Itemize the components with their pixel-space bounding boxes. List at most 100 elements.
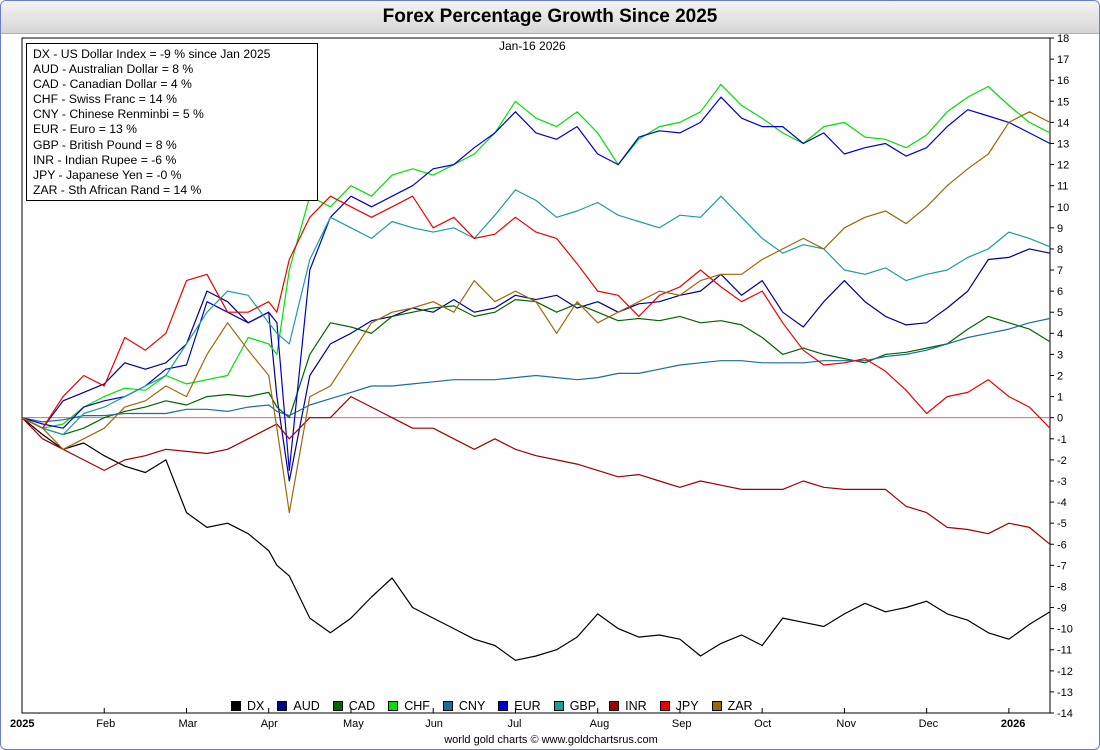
x-tick-label: Dec	[919, 718, 939, 730]
x-tick-label: Oct	[754, 718, 771, 730]
legend-item-zar: ZAR	[711, 698, 753, 714]
legend-swatch	[332, 701, 343, 711]
y-tick-label: 12	[1057, 160, 1069, 172]
y-tick-label: 1	[1057, 392, 1063, 404]
series-line-cny	[21, 317, 1051, 423]
y-tick-label: 7	[1057, 265, 1063, 277]
legend-item-eur: EUR	[498, 698, 541, 714]
legend-label: DX	[247, 699, 265, 713]
legend-box-line: DX - US Dollar Index = -9 % since Jan 20…	[33, 47, 271, 61]
legend-box-line: AUD - Australian Dollar = 8 %	[33, 62, 194, 77]
y-tick-label: 8	[1057, 244, 1063, 256]
series-line-aud	[21, 248, 1051, 482]
legend-label: JPY	[675, 699, 699, 713]
chart-title: Forex Percentage Growth Since 2025	[1, 1, 1099, 34]
legend-label: CNY	[458, 699, 486, 713]
y-tick-label: 0	[1057, 413, 1063, 425]
x-tick-label: 2026	[1001, 718, 1025, 730]
legend-item-aud: AUD	[277, 698, 320, 714]
y-tick-label: -14	[1057, 708, 1073, 720]
legend-label: EUR	[514, 699, 541, 713]
y-tick-label: -12	[1057, 666, 1073, 678]
legend-box: DX - US Dollar Index = -9 % since Jan 20…	[26, 43, 318, 201]
legend-box-line: EUR - Euro = 13 %	[33, 122, 137, 137]
legend-item-chf: CHF	[388, 698, 430, 714]
x-tick-label: 2025	[10, 718, 34, 730]
axes-layer: 1817161514131211109876543210-1-2-3-4-5-6…	[10, 33, 1073, 730]
legend-swatch	[498, 701, 509, 711]
legend-label: CAD	[348, 699, 376, 713]
series-line-eur	[21, 96, 1051, 471]
y-tick-label: 10	[1057, 202, 1069, 214]
legend-swatch	[277, 701, 288, 711]
y-tick-label: 15	[1057, 96, 1069, 108]
x-tick-label: May	[343, 718, 364, 730]
legend-swatch	[553, 701, 564, 711]
y-tick-label: -13	[1057, 687, 1073, 699]
legend-item-jpy: JPY	[659, 698, 699, 714]
x-tick-label: Feb	[96, 718, 115, 730]
x-tick-label: Aug	[590, 718, 610, 730]
x-tick-label: Nov	[836, 718, 856, 730]
y-tick-label: 6	[1057, 286, 1063, 298]
legend-swatch	[231, 701, 241, 711]
x-tick-label: Jun	[425, 718, 443, 730]
series-layer	[21, 83, 1051, 661]
x-tick-label: Jul	[507, 718, 521, 730]
y-tick-label: -9	[1057, 603, 1067, 615]
y-tick-label: 2	[1057, 371, 1063, 383]
legend-box-line: ZAR - Sth African Rand = 14 %	[33, 182, 202, 197]
legend-label: AUD	[293, 699, 320, 713]
legend-box-line: INR - Indian Rupee = -6 %	[33, 152, 177, 167]
y-tick-label: -3	[1057, 476, 1067, 488]
series-line-zar	[21, 111, 1051, 514]
legend-box-line: CNY - Chinese Renminbi = 5 %	[33, 107, 204, 122]
series-line-inr	[21, 396, 1051, 545]
y-tick-label: 5	[1057, 307, 1063, 319]
y-tick-label: 9	[1057, 223, 1063, 235]
y-tick-label: -11	[1057, 645, 1072, 657]
y-tick-label: -5	[1057, 518, 1067, 530]
y-tick-label: -10	[1057, 624, 1073, 636]
y-tick-label: 13	[1057, 138, 1069, 150]
legend-box-line: CAD - Canadian Dollar = 4 %	[33, 77, 192, 92]
y-tick-label: 18	[1057, 33, 1069, 45]
legend-swatch	[442, 701, 453, 711]
series-line-jpy	[21, 195, 1051, 429]
legend-item-cny: CNY	[442, 698, 486, 714]
legend-box-line: GBP - British Pound = 8 %	[33, 137, 177, 152]
legend-box-line: CHF - Swiss Franc = 14 %	[33, 92, 177, 107]
legend-swatch	[659, 701, 670, 711]
y-tick-label: 3	[1057, 349, 1063, 361]
y-tick-label: 14	[1057, 117, 1069, 129]
x-tick-label: Sep	[672, 718, 692, 730]
series-line-dx	[21, 417, 1051, 661]
legend-item-inr: INR	[609, 698, 647, 714]
series-legend: DX AUD CAD CHF CNY EUR GBP INR JPY ZAR	[231, 698, 766, 714]
x-tick-label: Apr	[261, 718, 278, 730]
legend-label: ZAR	[727, 699, 753, 713]
y-tick-label: 4	[1057, 328, 1063, 340]
source-credit: world gold charts © www.goldchartsrus.co…	[444, 734, 658, 746]
y-tick-label: -7	[1057, 560, 1067, 572]
legend-item-gbp: GBP	[553, 698, 597, 714]
y-tick-label: 16	[1057, 75, 1069, 87]
y-tick-label: -2	[1057, 455, 1067, 467]
legend-item-cad: CAD	[332, 698, 376, 714]
legend-label: INR	[625, 699, 647, 713]
legend-label: CHF	[404, 699, 430, 713]
y-tick-label: -8	[1057, 581, 1067, 593]
series-line-gbp	[21, 189, 1051, 436]
legend-label: GBP	[569, 699, 597, 713]
legend-box-line: JPY - Japanese Yen = -0 %	[33, 167, 182, 182]
y-tick-label: -6	[1057, 539, 1067, 551]
legend-item-dx: DX	[231, 698, 264, 714]
y-tick-label: 11	[1057, 181, 1068, 193]
legend-swatch	[388, 701, 399, 711]
y-tick-label: -4	[1057, 497, 1067, 509]
legend-swatch	[711, 701, 722, 711]
y-tick-label: -1	[1057, 434, 1067, 446]
y-tick-label: 17	[1057, 54, 1069, 66]
